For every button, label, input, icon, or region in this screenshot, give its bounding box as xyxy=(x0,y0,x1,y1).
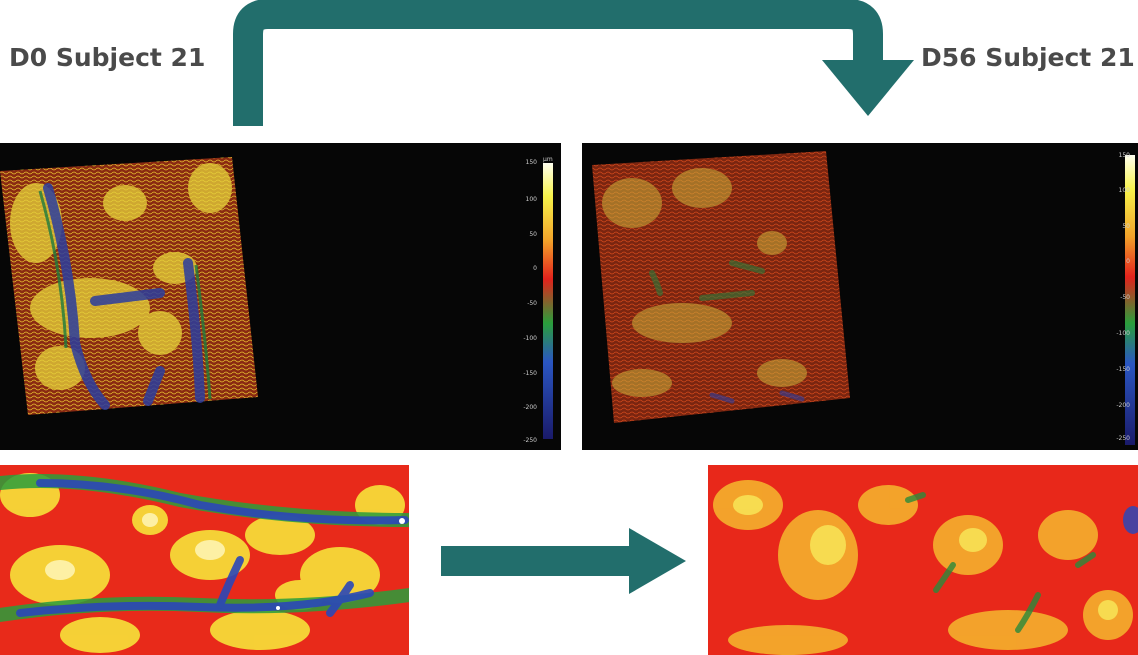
d0-tick: 50 xyxy=(529,231,537,238)
d0-topography-panel: µm 150 100 50 0 -50 -100 -150 -200 -250 xyxy=(0,143,561,450)
after-label: D56 Subject 21 xyxy=(921,43,1135,72)
right-arrow-icon xyxy=(441,528,686,594)
d56-heatmap-image xyxy=(708,465,1138,655)
d56-tick: -100 xyxy=(1116,330,1130,337)
d0-heatmap xyxy=(0,465,409,655)
d56-tick: -250 xyxy=(1116,435,1130,442)
d56-heatmap xyxy=(708,465,1138,655)
d56-tick: 0 xyxy=(1126,258,1130,265)
d0-tick: 0 xyxy=(533,265,537,272)
d56-topography-panel: 150 100 50 0 -50 -100 -150 -200 -250 xyxy=(582,143,1138,450)
d0-tick: 150 xyxy=(525,159,537,166)
d56-tick: -200 xyxy=(1116,402,1130,409)
d56-topography-image xyxy=(592,151,850,423)
d56-tick: -50 xyxy=(1120,294,1130,301)
d0-tick: -100 xyxy=(523,335,537,342)
d0-tick: -250 xyxy=(523,437,537,444)
d56-tick: 150 xyxy=(1118,152,1130,159)
d0-tick: -50 xyxy=(527,300,537,307)
d0-colorbar xyxy=(543,163,553,439)
d0-tick: -150 xyxy=(523,370,537,377)
d56-colorbar xyxy=(1125,155,1135,445)
d0-tick: -200 xyxy=(523,404,537,411)
bent-arrow-icon xyxy=(233,0,914,126)
d0-heatmap-image xyxy=(0,465,409,655)
d0-topography-image xyxy=(0,157,258,415)
d56-tick: 50 xyxy=(1122,223,1130,230)
before-label: D0 Subject 21 xyxy=(9,43,206,72)
d0-colorbar-unit: µm xyxy=(543,156,553,163)
d56-tick: -150 xyxy=(1116,366,1130,373)
d56-tick: 100 xyxy=(1118,187,1130,194)
d0-tick: 100 xyxy=(525,196,537,203)
